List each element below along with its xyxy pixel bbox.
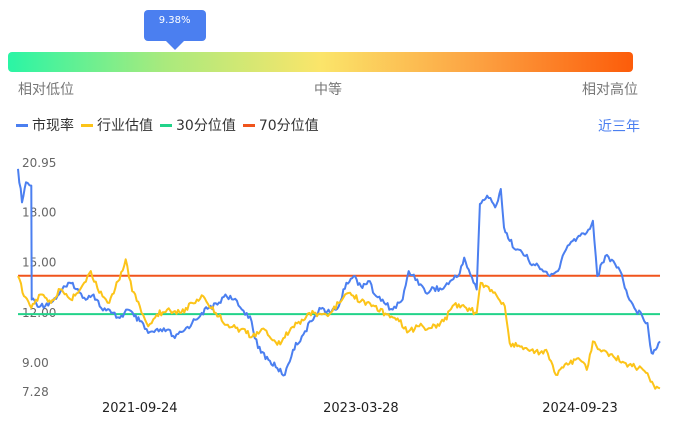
- x-tick-label: 2023-03-28: [323, 401, 399, 416]
- scale-label-high: 相对高位: [582, 82, 638, 98]
- percentile-value: 9.38%: [158, 15, 191, 26]
- legend-label: 70分位值: [258, 118, 319, 134]
- percentile-tooltip: 9.38%: [143, 10, 206, 41]
- y-tick-label: 9.00: [22, 356, 49, 370]
- x-tick-label: 2024-09-23: [542, 401, 618, 416]
- y-tick-label: 15.00: [22, 256, 56, 270]
- legend-swatch: [16, 123, 28, 127]
- legend-swatch: [160, 123, 172, 127]
- y-tick-label: 12.00: [22, 306, 56, 320]
- industry-series-line: [17, 258, 661, 390]
- pcf-series-line: [17, 168, 661, 377]
- y-tick-label: 20.95: [22, 156, 56, 170]
- legend-item-pcf[interactable]: 市现率: [16, 115, 74, 135]
- legend-label: 市现率: [32, 118, 74, 134]
- scale-label-low: 相对低位: [18, 82, 74, 98]
- legend-swatch: [81, 123, 93, 127]
- legend-item-p70[interactable]: 70分位值: [242, 115, 319, 135]
- y-tick-label: 7.28: [22, 385, 49, 399]
- scale-label-mid: 中等: [314, 82, 342, 98]
- legend-item-p30[interactable]: 30分位值: [160, 115, 236, 135]
- legend-label: 30分位值: [176, 118, 236, 134]
- legend-label: 行业估值: [97, 118, 153, 134]
- chart-legend: 市现率 行业估值 30分位值 70分位值: [16, 116, 326, 134]
- y-tick-label: 18.00: [22, 205, 56, 219]
- range-selector[interactable]: 近三年: [598, 119, 640, 135]
- percentile-gradient-bar: [8, 52, 633, 72]
- tooltip-pointer: [165, 41, 184, 50]
- x-tick-label: 2021-09-24: [102, 401, 178, 416]
- legend-swatch: [242, 123, 255, 127]
- legend-item-industry[interactable]: 行业估值: [81, 115, 153, 135]
